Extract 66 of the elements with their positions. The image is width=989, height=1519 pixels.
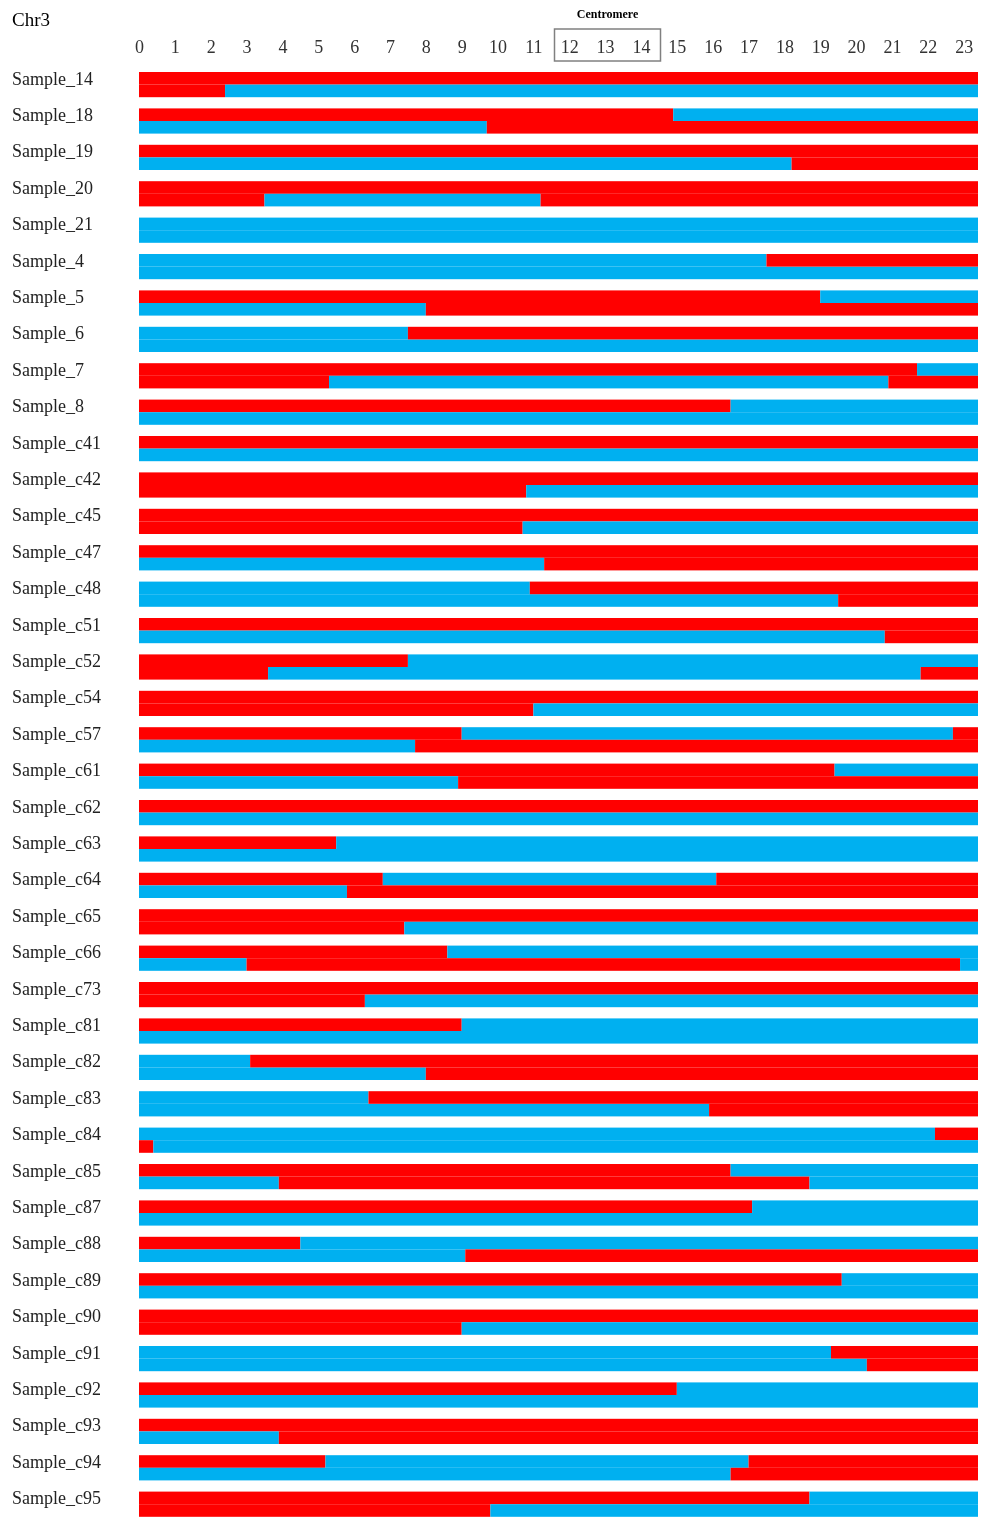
y-tick-label: Sample_c61 — [12, 760, 101, 781]
x-tick-label: 14 — [632, 37, 651, 57]
y-tick-label: Sample_c87 — [12, 1196, 101, 1217]
y-tick-label: Sample_c90 — [12, 1306, 101, 1327]
y-tick-label: Sample_c51 — [12, 614, 101, 635]
x-tick-label: 13 — [596, 37, 615, 57]
y-tick-label: Sample_c82 — [12, 1051, 101, 1072]
x-tick-label: 19 — [811, 37, 830, 57]
x-tick-label: 0 — [135, 37, 144, 57]
y-tick-label: Sample_c52 — [12, 650, 101, 671]
y-tick-label: Sample_18 — [12, 104, 93, 125]
y-tick-label: Sample_c54 — [12, 687, 101, 708]
y-tick-label: Sample_c95 — [12, 1488, 101, 1509]
y-tick-label: Sample_21 — [12, 214, 93, 235]
x-tick-label: 5 — [314, 37, 324, 57]
x-tick-label: 7 — [385, 37, 395, 57]
y-tick-label: Sample_c89 — [12, 1269, 101, 1290]
x-tick-label: 12 — [560, 37, 579, 57]
x-tick-label: 3 — [242, 37, 252, 57]
y-tick-label: Sample_c62 — [12, 796, 101, 817]
x-tick-label: 2 — [206, 37, 216, 57]
y-tick-label: Sample_c64 — [12, 869, 101, 890]
y-tick-label: Sample_7 — [12, 359, 84, 380]
y-tick-label: Sample_14 — [12, 68, 93, 89]
y-tick-label: Sample_5 — [12, 286, 84, 307]
y-tick-label: Sample_4 — [12, 250, 84, 271]
y-tick-label: Sample_c91 — [12, 1342, 101, 1363]
y-tick-label: Sample_c85 — [12, 1160, 101, 1181]
y-tick-label: Sample_c47 — [12, 541, 101, 562]
y-tick-label: Sample_c57 — [12, 723, 101, 744]
x-tick-label: 16 — [704, 37, 723, 57]
y-tick-label: Sample_6 — [12, 323, 84, 344]
y-tick-label: Sample_c94 — [12, 1451, 101, 1472]
x-tick-label: 18 — [775, 37, 794, 57]
y-tick-label: Sample_c84 — [12, 1124, 101, 1145]
x-tick-label: 21 — [883, 37, 902, 57]
y-tick-label: Sample_c45 — [12, 505, 101, 526]
y-tick-label: Sample_19 — [12, 141, 93, 162]
y-tick-label: Sample_c48 — [12, 578, 101, 599]
y-tick-label: Sample_20 — [12, 177, 93, 198]
x-tick-label: 8 — [421, 37, 431, 57]
y-tick-label: Sample_c83 — [12, 1087, 101, 1108]
y-tick-label: Sample_c73 — [12, 978, 101, 999]
y-tick-label: Sample_c42 — [12, 468, 101, 489]
x-tick-label: 20 — [847, 37, 866, 57]
x-tick-label: 9 — [457, 37, 467, 57]
y-tick-label: Sample_8 — [12, 396, 84, 417]
x-tick-label: 22 — [919, 37, 938, 57]
x-tick-label: 23 — [955, 37, 974, 57]
y-tick-label: Sample_c92 — [12, 1378, 101, 1399]
x-tick-label: 6 — [350, 37, 360, 57]
x-tick-label: 11 — [525, 37, 543, 57]
x-tick-label: 1 — [170, 37, 180, 57]
y-tick-label: Sample_c65 — [12, 905, 101, 926]
x-tick-label: 15 — [668, 37, 687, 57]
y-tick-label: Sample_c88 — [12, 1233, 101, 1254]
y-tick-label: Sample_c63 — [12, 832, 101, 853]
y-tick-label: Sample_c66 — [12, 942, 101, 963]
chart-title: Chr3 — [12, 9, 50, 30]
y-tick-label: Sample_c81 — [12, 1014, 101, 1035]
text: Centromere — [576, 7, 639, 21]
y-tick-label: Sample_c93 — [12, 1415, 101, 1436]
y-tick-label: Sample_c41 — [12, 432, 101, 453]
x-tick-label: 10 — [489, 37, 508, 57]
x-tick-label: 4 — [278, 37, 288, 57]
x-tick-label: 17 — [740, 37, 759, 57]
